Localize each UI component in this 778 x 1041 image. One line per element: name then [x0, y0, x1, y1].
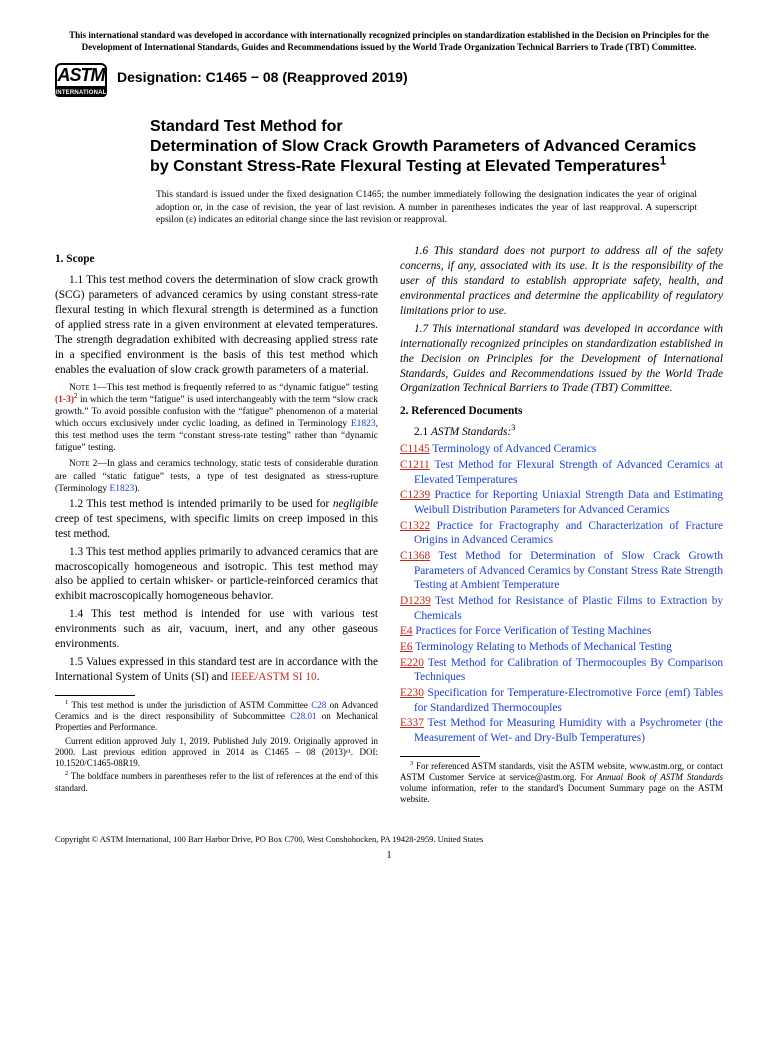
- fn1-a: This test method is under the jurisdicti…: [68, 700, 311, 710]
- para-1-2-a: 1.2 This test method is intended primari…: [69, 498, 333, 510]
- ref-item: E4 Practices for Force Verification of T…: [400, 624, 723, 639]
- ref-item: C1211 Test Method for Flexural Strength …: [400, 458, 723, 487]
- footnote-3: 3 For referenced ASTM standards, visit t…: [400, 761, 723, 806]
- sec2-sub-lead: 2.1: [414, 426, 431, 438]
- para-1-2: 1.2 This test method is intended primari…: [55, 497, 378, 542]
- ref-item: C1322 Practice for Fractography and Char…: [400, 519, 723, 548]
- ref-code[interactable]: E6: [400, 641, 413, 653]
- body-columns: 1. Scope 1.1 This test method covers the…: [55, 244, 723, 805]
- issuance-note: This standard is issued under the fixed …: [150, 189, 703, 226]
- astm-logo: ASTM INTERNATIONAL: [55, 63, 107, 97]
- ref-title[interactable]: Terminology of Advanced Ceramics: [432, 443, 596, 455]
- ref-code[interactable]: E4: [400, 625, 413, 637]
- astm-logo-text: ASTM: [55, 63, 107, 88]
- para-1-5-b: .: [317, 671, 320, 683]
- ref-title[interactable]: Terminology Relating to Methods of Mecha…: [415, 641, 672, 653]
- ref-item: C1145 Terminology of Advanced Ceramics: [400, 442, 723, 457]
- ref-code[interactable]: C1211: [400, 459, 430, 471]
- ref-title[interactable]: Test Method for Calibration of Thermocou…: [414, 657, 723, 684]
- para-1-7-text: 1.7 This international standard was deve…: [400, 323, 723, 395]
- footnote-rule-right: [400, 756, 480, 757]
- ref-title[interactable]: Practice for Reporting Uniaxial Strength…: [414, 489, 723, 516]
- ref-item: E6 Terminology Relating to Methods of Me…: [400, 640, 723, 655]
- para-1-4: 1.4 This test method is intended for use…: [55, 607, 378, 652]
- note-1-lead: Note 1—: [69, 383, 107, 393]
- para-1-5: 1.5 Values expressed in this standard te…: [55, 655, 378, 685]
- tbt-notice: This international standard was develope…: [55, 30, 723, 53]
- ref-code[interactable]: C1368: [400, 550, 430, 562]
- referenced-documents-list: C1145 Terminology of Advanced Ceramics C…: [400, 442, 723, 745]
- note-1-text-a: This test method is frequently referred …: [107, 383, 378, 393]
- para-1-6: 1.6 This standard does not purport to ad…: [400, 244, 723, 319]
- para-1-2-em: negligible: [333, 498, 378, 510]
- ref-title[interactable]: Practice for Fractography and Characteri…: [414, 520, 723, 547]
- ref-title[interactable]: Test Method for Measuring Humidity with …: [414, 717, 723, 744]
- ref-code[interactable]: E337: [400, 717, 424, 729]
- section-2-heading: 2. Referenced Documents: [400, 404, 723, 419]
- para-1-5-a: 1.5 Values expressed in this standard te…: [55, 656, 378, 683]
- ref-title[interactable]: Test Method for Determination of Slow Cr…: [414, 550, 723, 591]
- fn3-em: Annual Book of ASTM Standards: [597, 772, 723, 782]
- link-e1823-b[interactable]: E1823: [109, 484, 134, 494]
- section-2-1-subhead: 2.1 ASTM Standards:3: [400, 425, 723, 440]
- ref-item: C1239 Practice for Reporting Uniaxial St…: [400, 488, 723, 517]
- footnote-1-p2: Current edition approved July 1, 2019. P…: [55, 736, 378, 770]
- page: This international standard was develope…: [0, 0, 778, 881]
- note-2-lead: Note 2—: [69, 459, 107, 469]
- note-1-ref-link[interactable]: (1-3): [55, 395, 74, 405]
- ref-code[interactable]: D1239: [400, 595, 431, 607]
- page-number: 1: [55, 850, 723, 861]
- designation-line: Designation: C1465 − 08 (Reapproved 2019…: [117, 63, 408, 85]
- ref-code[interactable]: E230: [400, 687, 424, 699]
- para-1-2-b: creep of test specimens, with specific l…: [55, 513, 378, 540]
- link-c28[interactable]: C28: [311, 700, 326, 710]
- title-footnote-marker: 1: [660, 156, 666, 168]
- para-1-6-text: 1.6 This standard does not purport to ad…: [400, 245, 723, 317]
- note-1-text-b: in which the term “fatigue” is used inte…: [55, 395, 378, 429]
- ref-code[interactable]: E220: [400, 657, 424, 669]
- ref-item: C1368 Test Method for Determination of S…: [400, 549, 723, 593]
- link-c28-01[interactable]: C28.01: [290, 711, 316, 721]
- ref-item: E220 Test Method for Calibration of Ther…: [400, 656, 723, 685]
- note-2: Note 2—In glass and ceramics technology,…: [55, 458, 378, 494]
- title-block: Standard Test Method for Determination o…: [150, 117, 703, 226]
- footnote-rule-left: [55, 695, 135, 696]
- ref-item: E337 Test Method for Measuring Humidity …: [400, 716, 723, 745]
- ref-item: D1239 Test Method for Resistance of Plas…: [400, 594, 723, 623]
- title-main: Determination of Slow Crack Growth Param…: [150, 138, 696, 175]
- note-1: Note 1—This test method is frequently re…: [55, 382, 378, 455]
- sec2-sub-em: ASTM Standards:: [431, 426, 511, 438]
- sec2-sub-fn3-marker: 3: [511, 424, 515, 433]
- ref-title[interactable]: Test Method for Flexural Strength of Adv…: [414, 459, 723, 486]
- para-1-1: 1.1 This test method covers the determin…: [55, 273, 378, 377]
- link-ieee-si10[interactable]: IEEE/ASTM SI 10: [231, 671, 317, 683]
- header-row: ASTM INTERNATIONAL Designation: C1465 − …: [55, 63, 723, 97]
- ref-code[interactable]: C1145: [400, 443, 430, 455]
- ref-code[interactable]: C1239: [400, 489, 430, 501]
- note-2-text-b: ).: [134, 484, 140, 494]
- para-1-7: 1.7 This international standard was deve…: [400, 322, 723, 397]
- ref-title[interactable]: Test Method for Resistance of Plastic Fi…: [414, 595, 723, 622]
- astm-logo-subtext: INTERNATIONAL: [55, 88, 107, 97]
- copyright-line: Copyright © ASTM International, 100 Barr…: [55, 834, 723, 844]
- footnotes-right: 3 For referenced ASTM standards, visit t…: [400, 756, 723, 806]
- fn3-b: volume information, refer to the standar…: [400, 783, 723, 804]
- section-1-heading: 1. Scope: [55, 252, 378, 267]
- title-lead: Standard Test Method for: [150, 118, 343, 135]
- footnote-2: 2 The boldface numbers in parentheses re…: [55, 771, 378, 794]
- footnote-1: 1 This test method is under the jurisdic…: [55, 700, 378, 734]
- footnotes-left: 1 This test method is under the jurisdic…: [55, 695, 378, 794]
- link-e1823-a[interactable]: E1823: [351, 419, 376, 429]
- ref-title[interactable]: Specification for Temperature-Electromot…: [414, 687, 723, 714]
- ref-item: E230 Specification for Temperature-Elect…: [400, 686, 723, 715]
- ref-code[interactable]: C1322: [400, 520, 430, 532]
- ref-title[interactable]: Practices for Force Verification of Test…: [415, 625, 651, 637]
- document-title: Standard Test Method for Determination o…: [150, 117, 703, 177]
- para-1-3: 1.3 This test method applies primarily t…: [55, 545, 378, 605]
- fn2-text: The boldface numbers in parentheses refe…: [55, 771, 378, 792]
